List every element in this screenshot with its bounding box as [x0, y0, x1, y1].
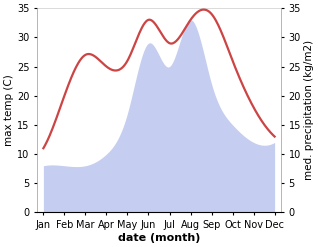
X-axis label: date (month): date (month)	[118, 233, 200, 243]
Y-axis label: med. precipitation (kg/m2): med. precipitation (kg/m2)	[304, 40, 314, 180]
Y-axis label: max temp (C): max temp (C)	[4, 74, 14, 146]
